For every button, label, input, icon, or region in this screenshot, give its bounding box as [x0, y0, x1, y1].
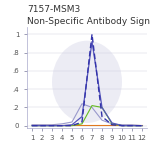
Text: 7157-MSM3: 7157-MSM3 [27, 4, 80, 14]
Text: Non-Specific Antibody Signal <10%: Non-Specific Antibody Signal <10% [27, 16, 150, 26]
Ellipse shape [52, 41, 122, 123]
